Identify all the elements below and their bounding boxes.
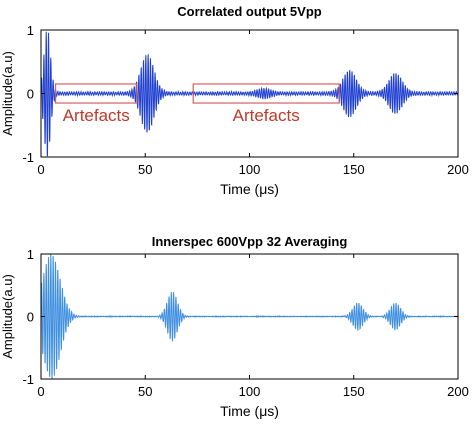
x-tick-label: 100 (239, 162, 261, 177)
annotation-box-1 (54, 83, 138, 104)
x-axis-label: Time (μs) (220, 403, 279, 419)
chart-panel-2: Innerspec 600Vpp 32 Averaging 0 50 100 150 20… (0, 234, 469, 419)
chart-panel-1: Correlated output 5Vpp Artefacts Artefacts… (0, 4, 469, 197)
x-tick-label: 200 (447, 384, 469, 399)
x-tick-label: 200 (447, 162, 469, 177)
chart-title: Innerspec 600Vpp 32 Averaging (152, 234, 348, 249)
x-tick-label: 150 (343, 384, 365, 399)
x-tick-label: 100 (239, 384, 261, 399)
annotation-box-2 (192, 83, 340, 104)
y-axis-label: Amplitude(a.u) (0, 51, 15, 136)
x-tick-label: 150 (343, 162, 365, 177)
x-axis-label: Time (μs) (220, 181, 279, 197)
y-tick-label: 0 (27, 310, 34, 325)
x-tick-label: 0 (37, 384, 44, 399)
x-tick-label: 50 (138, 162, 152, 177)
series-line-waveform (40, 31, 459, 157)
x-tick-label: 0 (37, 162, 44, 177)
y-tick-label: -1 (22, 150, 34, 165)
y-tick-label: 1 (27, 247, 34, 262)
y-tick-label: 1 (27, 23, 34, 38)
x-tick-label: 50 (138, 384, 152, 399)
chart-title: Correlated output 5Vpp (177, 4, 322, 19)
annotation-label-2: Artefacts (233, 106, 300, 125)
y-tick-label: 0 (27, 87, 34, 102)
y-axis-label: Amplitude(a.u) (0, 274, 15, 359)
series-line-waveform (40, 254, 459, 379)
annotation-label-1: Artefacts (63, 106, 130, 125)
y-tick-label: -1 (22, 372, 34, 387)
